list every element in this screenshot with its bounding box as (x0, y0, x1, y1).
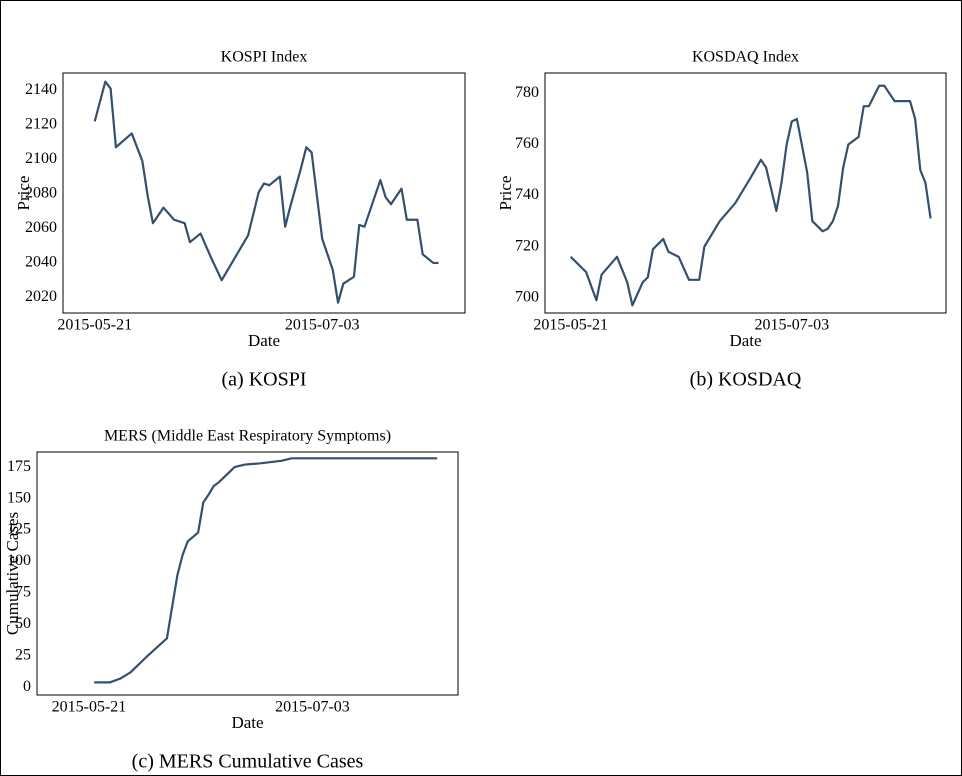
y-axis-label: Cumulative Cases (3, 512, 22, 635)
y-tick-label: 2080 (25, 185, 57, 202)
y-tick-label: 700 (515, 288, 539, 305)
x-axis-label: Date (729, 331, 761, 350)
y-axis-label: Price (14, 176, 33, 211)
x-tick-label: 2015-07-03 (285, 317, 360, 334)
y-tick-label: 0 (23, 678, 31, 695)
y-tick-label: 50 (15, 615, 31, 632)
y-tick-label: 125 (7, 521, 31, 538)
y-tick-label: 2120 (25, 115, 57, 132)
line (94, 457, 438, 684)
subplot-caption: (a) KOSPI (222, 369, 307, 391)
subplot-caption: (b) KOSDAQ (690, 369, 802, 391)
chart-title: KOSPI Index (221, 49, 308, 66)
chart-title: KOSDAQ Index (692, 49, 799, 66)
y-tick-label: 175 (7, 458, 31, 475)
y-tick-label: 2100 (25, 150, 57, 167)
plot-frame (544, 72, 947, 314)
y-tick-label: 100 (7, 552, 31, 569)
y-tick-label: 2040 (25, 254, 57, 271)
y-tick-label: 780 (515, 84, 539, 101)
x-tick-label: 2015-07-03 (275, 699, 350, 716)
y-tick-label: 740 (515, 186, 539, 203)
subplot-caption: (c) MERS Cumulative Cases (132, 751, 364, 773)
plot-frame (36, 451, 459, 696)
y-tick-label: 2140 (25, 81, 57, 98)
y-tick-label: 2020 (25, 288, 57, 305)
plot-frame (62, 72, 466, 314)
y-tick-label: 760 (515, 135, 539, 152)
y-axis-label: Price (496, 176, 515, 211)
x-axis-label: Date (248, 331, 280, 350)
y-tick-label: 25 (15, 647, 31, 664)
y-tick-label: 720 (515, 237, 539, 254)
y-tick-label: 75 (15, 584, 31, 601)
x-tick-label: 2015-05-21 (57, 317, 132, 334)
line (569, 84, 932, 307)
x-tick-label: 2015-07-03 (754, 317, 829, 334)
x-axis-label: Date (231, 713, 263, 732)
x-tick-label: 2015-05-21 (533, 317, 608, 334)
chart-title: MERS (Middle East Respiratory Symptoms) (104, 428, 391, 445)
y-tick-label: 150 (7, 489, 31, 506)
line (93, 80, 439, 304)
y-tick-label: 2060 (25, 219, 57, 236)
x-tick-label: 2015-05-21 (52, 699, 127, 716)
